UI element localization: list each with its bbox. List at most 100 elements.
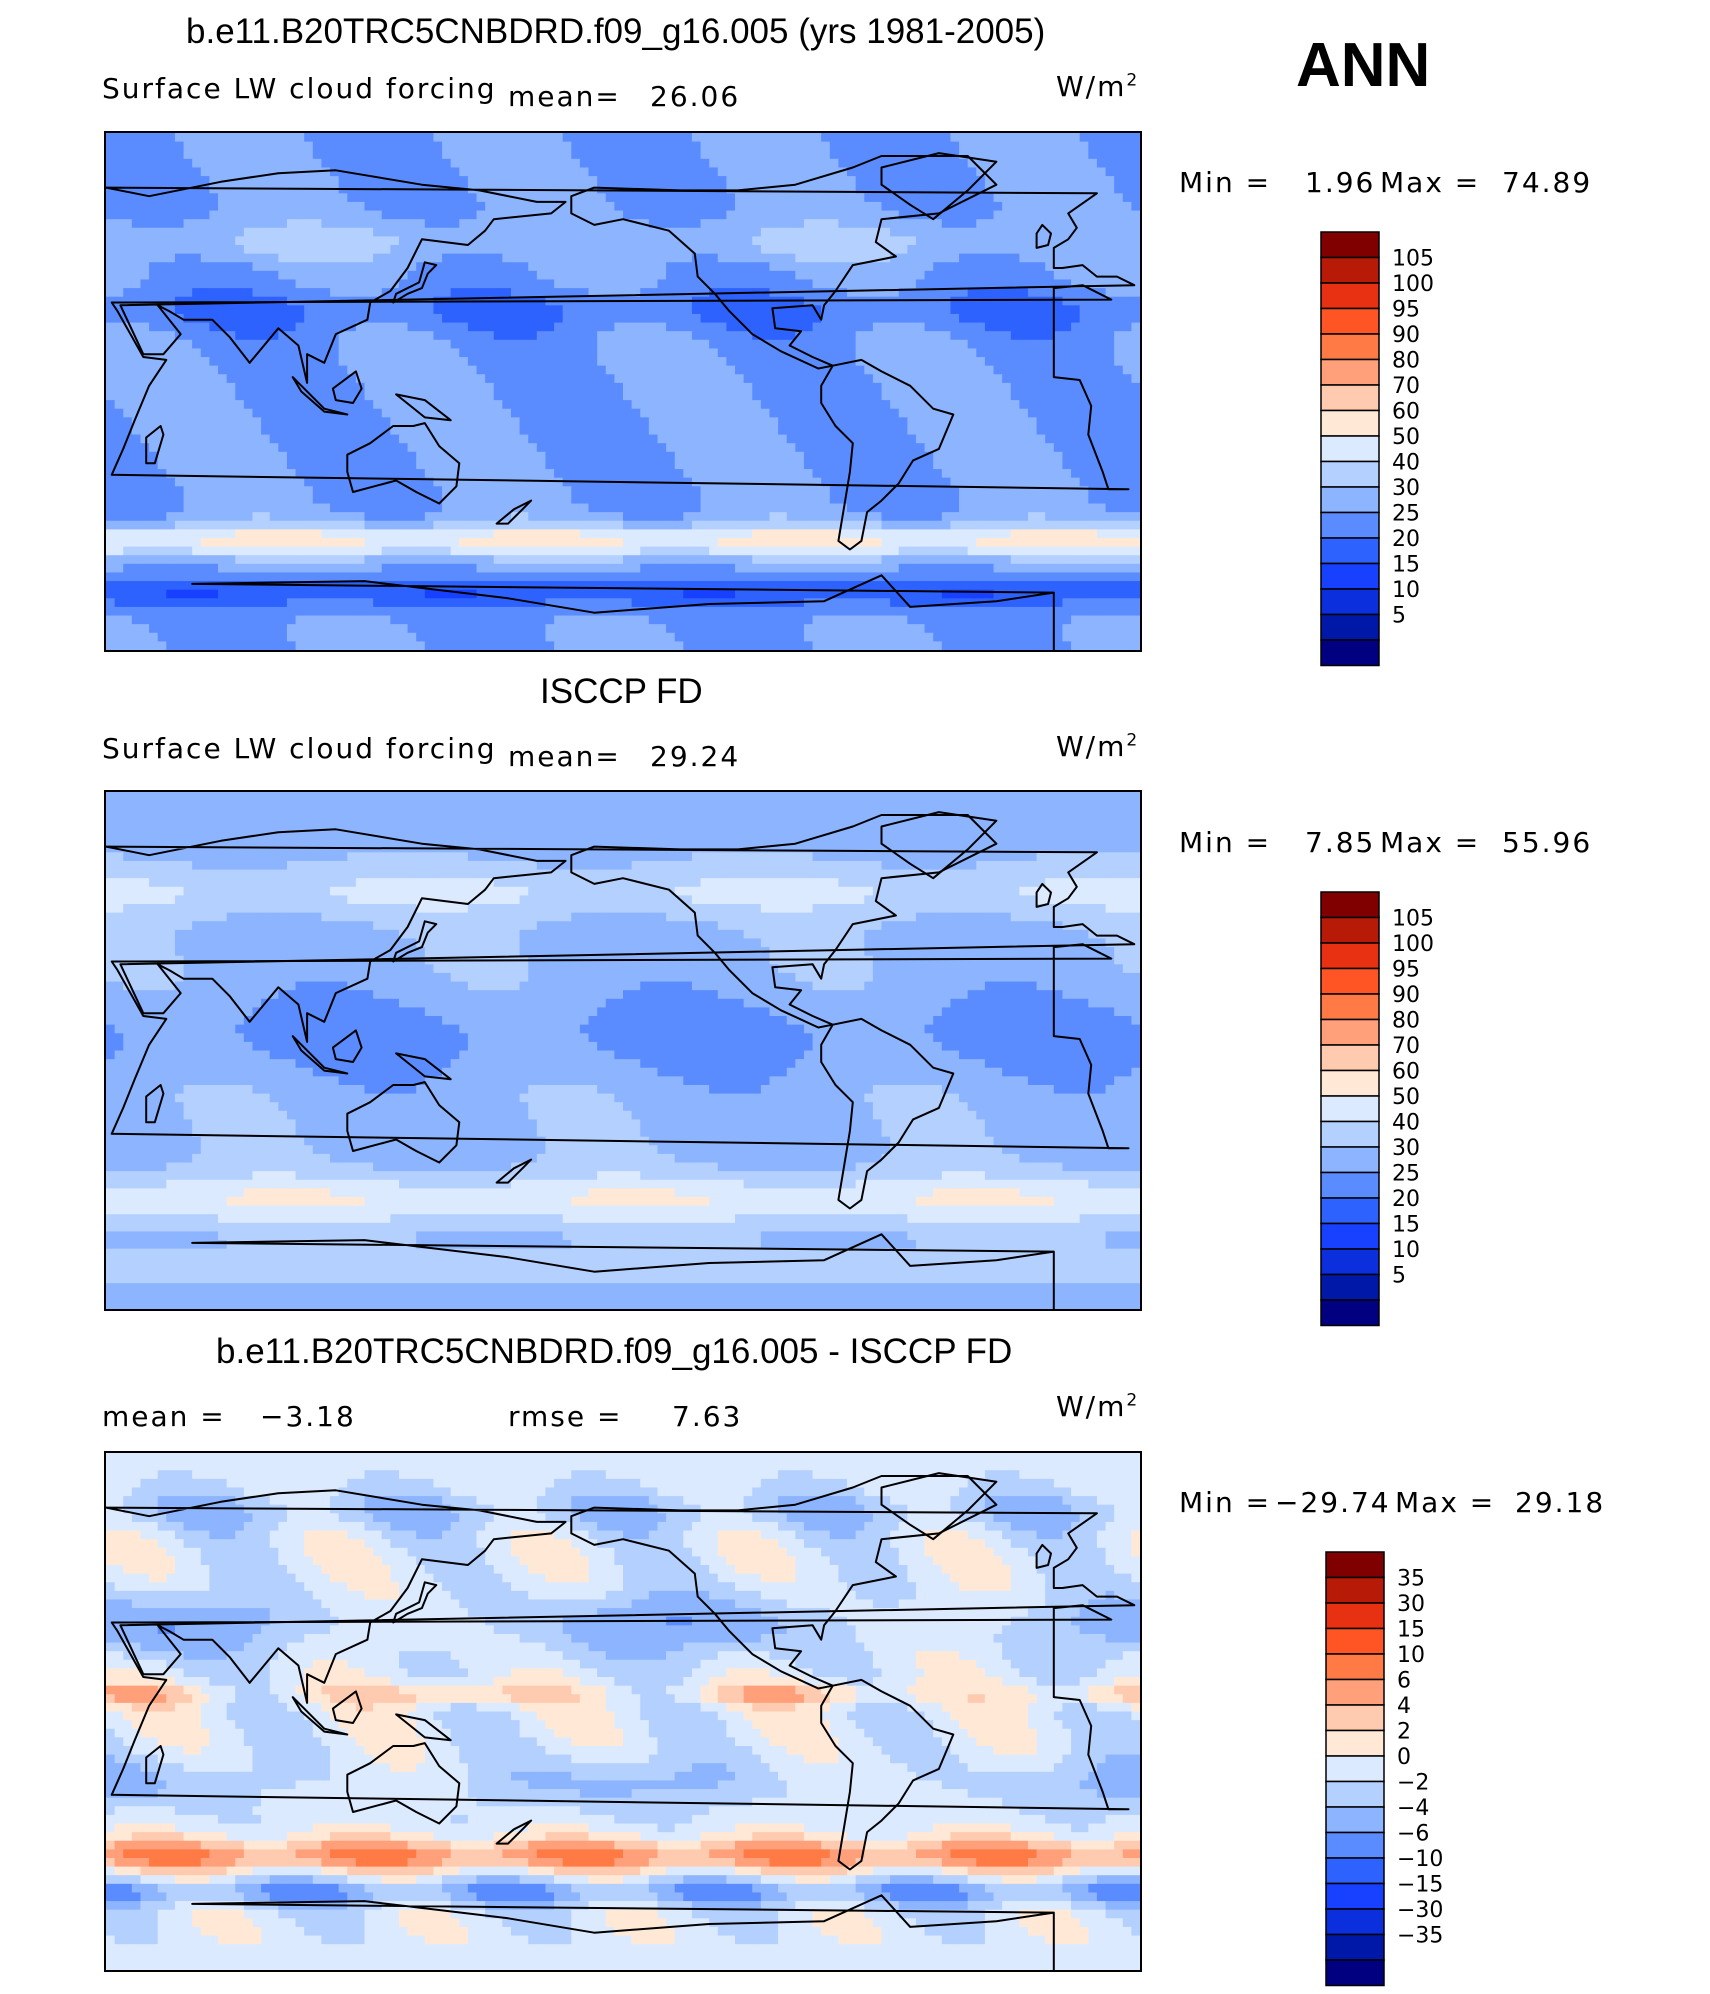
colorbar-swatch — [1320, 993, 1380, 1021]
coastline — [880, 152, 998, 221]
colorbar-tick-label: 15 — [1392, 553, 1420, 578]
colorbar-tick-label: 105 — [1392, 907, 1434, 932]
colorbar-swatch — [1325, 1857, 1385, 1885]
colorbar-tick-label: 4 — [1397, 1694, 1411, 1719]
coastline — [346, 1742, 461, 1825]
colorbar-tick-label: 40 — [1392, 1111, 1420, 1136]
coastline — [110, 1604, 1130, 1811]
panel2-min-value: 7.85 — [1305, 826, 1375, 859]
coastline — [145, 1745, 165, 1785]
colorbar-tick-label: 105 — [1392, 247, 1434, 272]
colorbar-tick-label: 25 — [1392, 502, 1420, 527]
panel2-variable-label: Surface LW cloud forcing — [102, 732, 497, 765]
colorbar-tick-label: 6 — [1397, 1669, 1411, 1694]
panel1-variable-label: Surface LW cloud forcing — [102, 72, 497, 105]
colorbar-swatch — [1320, 967, 1380, 995]
colorbar-tick-label: 15 — [1397, 1618, 1425, 1643]
map-svg — [106, 1453, 1140, 1970]
colorbar-swatch — [1325, 1959, 1385, 1987]
panel1-min-label: Min = — [1179, 166, 1271, 199]
panel2-map — [104, 790, 1142, 1311]
colorbar-swatch — [1320, 307, 1380, 335]
coastline — [820, 358, 955, 551]
colorbar-tick-label: 20 — [1392, 1187, 1420, 1212]
colorbar-swatch — [1325, 1780, 1385, 1808]
colorbar-tick-label: 70 — [1392, 374, 1420, 399]
colorbar-tick-label: 30 — [1392, 476, 1420, 501]
colorbar-tick-label: −4 — [1397, 1796, 1429, 1821]
coastline — [110, 943, 1130, 1150]
colorbar-swatch — [1320, 486, 1380, 514]
colorbar-swatch — [1320, 562, 1380, 590]
colorbar-swatch — [1320, 1120, 1380, 1148]
colorbar-swatch — [1325, 1704, 1385, 1732]
colorbar-swatch — [1320, 231, 1380, 259]
colorbar-tick-label: 25 — [1392, 1162, 1420, 1187]
colorbar-swatch — [1320, 1095, 1380, 1123]
panel3-mean-value: −3.18 — [260, 1400, 356, 1433]
coastline — [495, 1819, 533, 1845]
colorbar-tick-label: 10 — [1392, 1238, 1420, 1263]
map-svg — [106, 133, 1140, 650]
coastline — [392, 261, 438, 304]
colorbar-tick-label: 60 — [1392, 1060, 1420, 1085]
coastline — [106, 169, 1136, 384]
coastline — [145, 1084, 165, 1124]
colorbar-tick-label: −15 — [1397, 1873, 1443, 1898]
colorbar-swatch — [1320, 358, 1380, 386]
colorbar-tick-label: 90 — [1392, 983, 1420, 1008]
colorbar-swatch — [1320, 256, 1380, 284]
coastline — [191, 1894, 1055, 1970]
panel3-title: b.e11.B20TRC5CNBDRD.f09_g16.005 - ISCCP … — [216, 1332, 1012, 1372]
map-svg — [106, 792, 1140, 1309]
colorbar-swatch — [1325, 1831, 1385, 1859]
colorbar-swatch — [1320, 1044, 1380, 1072]
coastline — [495, 499, 533, 525]
coastline — [570, 814, 998, 1029]
coastline — [291, 376, 349, 416]
colorbar-swatch — [1325, 1576, 1385, 1604]
panel1-map — [104, 131, 1142, 652]
colorbar-swatch — [1320, 639, 1380, 667]
coastline — [110, 284, 1130, 491]
panel3-units: W/m2 — [1056, 1390, 1137, 1423]
colorbar-tick-label: 30 — [1392, 1136, 1420, 1161]
coastline — [346, 1081, 461, 1164]
panel2-max-value: 55.96 — [1502, 826, 1592, 859]
colorbar-tick-label: −35 — [1397, 1924, 1443, 1949]
colorbar-swatch — [1320, 511, 1380, 539]
panel1-min-value: 1.96 — [1305, 166, 1375, 199]
panel2-mean-label: mean= — [508, 740, 621, 773]
colorbar-swatch — [1320, 333, 1380, 361]
panel1-units: W/m2 — [1056, 70, 1137, 103]
coastline — [1035, 1543, 1052, 1569]
panel2-colorbar: 105 100 95 90 80 70 60 50 40 30 25 20 15 10 5 — [1320, 891, 1470, 1334]
coastline — [331, 370, 363, 404]
coastline — [145, 425, 165, 465]
coastline — [106, 828, 1136, 1043]
colorbar-tick-label: 15 — [1392, 1213, 1420, 1238]
coastline — [880, 811, 998, 880]
coastline — [1035, 882, 1052, 908]
panel2-min-label: Min = — [1179, 826, 1271, 859]
panel2-units: W/m2 — [1056, 730, 1137, 763]
colorbar-swatch — [1320, 409, 1380, 437]
panel3-max-value: 29.18 — [1515, 1486, 1605, 1519]
colorbar-swatch — [1325, 1653, 1385, 1681]
coastline — [570, 1475, 998, 1690]
colorbar-swatch — [1320, 282, 1380, 310]
colorbar-swatch — [1320, 942, 1380, 970]
panel3-map — [104, 1451, 1142, 1972]
colorbar-tick-label: 100 — [1392, 272, 1434, 297]
colorbar-swatch — [1320, 537, 1380, 565]
colorbar-tick-label: 35 — [1397, 1567, 1425, 1592]
coastline — [820, 1678, 955, 1871]
colorbar-swatch — [1325, 1882, 1385, 1910]
colorbar-tick-label: 95 — [1392, 298, 1420, 323]
colorbar-tick-label: 5 — [1392, 604, 1406, 629]
panel3-rmse-label: rmse = — [508, 1400, 622, 1433]
colorbar-swatch — [1320, 384, 1380, 412]
coastline — [820, 1017, 955, 1210]
